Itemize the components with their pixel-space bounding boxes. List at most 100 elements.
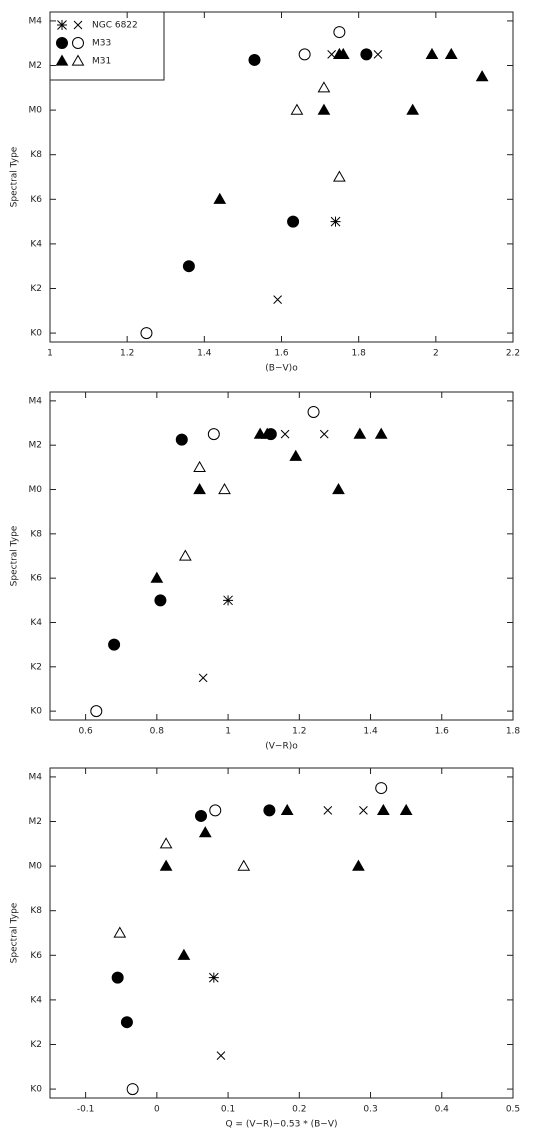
y-axis-label: Spectral Type bbox=[10, 146, 20, 207]
point bbox=[198, 673, 208, 683]
point bbox=[298, 48, 311, 61]
point bbox=[319, 429, 329, 439]
point bbox=[213, 192, 227, 204]
x-tick-label: 0.1 bbox=[221, 1105, 235, 1115]
x-tick-label: 1 bbox=[225, 727, 231, 737]
point bbox=[237, 859, 251, 871]
y-tick-label: K4 bbox=[30, 239, 42, 249]
y-tick-label: M2 bbox=[29, 817, 43, 827]
point bbox=[399, 803, 413, 815]
point bbox=[260, 427, 274, 439]
point bbox=[150, 571, 164, 583]
point bbox=[207, 428, 220, 441]
legend-marker bbox=[71, 54, 85, 66]
y-tick-label: M4 bbox=[29, 16, 43, 26]
point bbox=[444, 47, 458, 59]
point bbox=[289, 449, 303, 461]
y-tick-label: K0 bbox=[30, 1085, 42, 1095]
plot-frame bbox=[49, 767, 514, 1099]
point bbox=[290, 103, 304, 115]
x-tick-label: -0.1 bbox=[77, 1105, 95, 1115]
point bbox=[475, 70, 489, 82]
point bbox=[113, 926, 127, 938]
x-tick-label: 2 bbox=[433, 349, 439, 359]
x-tick-label: 1.4 bbox=[363, 727, 378, 737]
y-tick-label: M2 bbox=[29, 441, 43, 451]
x-tick-label: 0.3 bbox=[363, 1105, 377, 1115]
point bbox=[307, 405, 320, 418]
y-tick-label: K6 bbox=[30, 195, 42, 205]
x-tick-label: 0.5 bbox=[506, 1105, 520, 1115]
plot-frame bbox=[49, 11, 514, 343]
point bbox=[280, 803, 294, 815]
point bbox=[159, 837, 173, 849]
point bbox=[178, 549, 192, 561]
point bbox=[374, 427, 388, 439]
legend-marker bbox=[57, 20, 67, 30]
point bbox=[159, 859, 173, 871]
point bbox=[90, 705, 103, 718]
point bbox=[218, 483, 231, 495]
point bbox=[223, 595, 234, 606]
y-axis-label: Spectral Type bbox=[10, 902, 20, 963]
point bbox=[248, 53, 261, 66]
x-tick-label: 2.2 bbox=[506, 349, 520, 359]
point bbox=[353, 427, 367, 439]
y-tick-label: M0 bbox=[29, 106, 43, 116]
x-tick-label: 1 bbox=[47, 349, 53, 359]
point bbox=[209, 804, 222, 817]
x-tick-label: 1.8 bbox=[352, 349, 367, 359]
x-axis-label: (V−R)o bbox=[265, 742, 298, 752]
point bbox=[182, 260, 195, 273]
legend-label: NGC 6822 bbox=[92, 21, 138, 31]
legend-marker bbox=[73, 20, 83, 30]
y-tick-label: K2 bbox=[30, 284, 42, 294]
y-tick-label: M4 bbox=[29, 772, 43, 782]
point bbox=[323, 806, 333, 815]
point bbox=[373, 50, 383, 59]
point bbox=[332, 483, 345, 495]
y-axis-label: Spectral Type bbox=[10, 525, 20, 586]
point bbox=[193, 483, 206, 495]
point bbox=[352, 859, 365, 871]
y-tick-label: M2 bbox=[29, 61, 43, 71]
point bbox=[425, 47, 439, 59]
point bbox=[273, 295, 282, 304]
y-tick-label: K0 bbox=[30, 707, 42, 717]
y-tick-label: K2 bbox=[30, 662, 42, 672]
y-tick-label: M0 bbox=[29, 485, 43, 495]
x-tick-label: 1.8 bbox=[506, 727, 521, 737]
point bbox=[216, 1051, 226, 1060]
y-tick-label: K2 bbox=[30, 1040, 42, 1050]
point bbox=[126, 1083, 139, 1096]
point bbox=[360, 48, 373, 61]
x-tick-label: 0.4 bbox=[435, 1105, 450, 1115]
point bbox=[280, 429, 290, 439]
x-tick-label: 0.2 bbox=[292, 1105, 306, 1115]
point bbox=[330, 216, 341, 227]
point bbox=[336, 47, 350, 59]
point bbox=[111, 971, 124, 984]
point bbox=[375, 782, 388, 795]
point bbox=[317, 81, 331, 93]
y-tick-label: M0 bbox=[29, 862, 43, 872]
point bbox=[406, 103, 420, 115]
y-tick-label: K6 bbox=[30, 574, 42, 584]
y-tick-label: M4 bbox=[29, 396, 43, 406]
legend-label: M31 bbox=[92, 57, 111, 67]
x-tick-label: 0.6 bbox=[78, 727, 93, 737]
panel: -0.1 0 0.1 0.2 0.3 0.4 0.5 K0 K2 K4 K6 K8 M0 M2 M4 Q = … bbox=[10, 767, 520, 1130]
point bbox=[120, 1016, 133, 1029]
point bbox=[195, 809, 208, 822]
y-tick-label: K0 bbox=[30, 329, 42, 339]
plot-frame bbox=[49, 391, 514, 721]
y-tick-label: K4 bbox=[30, 618, 42, 628]
point bbox=[175, 433, 188, 446]
x-tick-label: 1.2 bbox=[120, 349, 134, 359]
point bbox=[140, 327, 153, 340]
x-tick-label: 0.8 bbox=[150, 727, 165, 737]
x-axis-label: Q = (V−R)−0.53 * (B−V) bbox=[225, 1120, 337, 1130]
legend-marker bbox=[56, 37, 68, 49]
y-tick-label: K8 bbox=[30, 529, 42, 539]
